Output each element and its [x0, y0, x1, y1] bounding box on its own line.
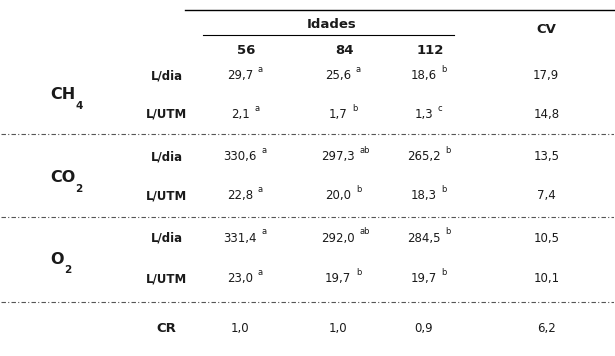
- Text: 284,5: 284,5: [407, 231, 440, 245]
- Text: 10,5: 10,5: [533, 231, 559, 245]
- Text: 19,7: 19,7: [411, 272, 437, 285]
- Text: a: a: [261, 227, 267, 236]
- Text: 6,2: 6,2: [537, 321, 555, 335]
- Text: 0,9: 0,9: [415, 321, 433, 335]
- Text: 2: 2: [65, 265, 72, 275]
- Text: 18,3: 18,3: [411, 189, 437, 202]
- Text: CV: CV: [536, 23, 556, 36]
- Text: 1,0: 1,0: [231, 321, 250, 335]
- Text: a: a: [261, 146, 267, 155]
- Text: b: b: [445, 146, 451, 155]
- Text: 1,0: 1,0: [329, 321, 347, 335]
- Text: a: a: [356, 65, 361, 74]
- Text: 22,8: 22,8: [227, 189, 253, 202]
- Text: CH: CH: [50, 88, 76, 103]
- Text: 7,4: 7,4: [537, 189, 555, 202]
- Text: 331,4: 331,4: [223, 231, 257, 245]
- Text: L/dia: L/dia: [151, 231, 183, 245]
- Text: b: b: [352, 104, 357, 112]
- Text: b: b: [356, 185, 361, 194]
- Text: 20,0: 20,0: [325, 189, 351, 202]
- Text: 25,6: 25,6: [325, 69, 351, 82]
- Text: 56: 56: [237, 44, 255, 57]
- Text: b: b: [356, 268, 361, 277]
- Text: 265,2: 265,2: [407, 150, 440, 163]
- Text: 84: 84: [335, 44, 354, 57]
- Text: 10,1: 10,1: [533, 272, 559, 285]
- Text: 14,8: 14,8: [533, 108, 559, 121]
- Text: 112: 112: [416, 44, 443, 57]
- Text: b: b: [445, 227, 451, 236]
- Text: 17,9: 17,9: [533, 69, 560, 82]
- Text: 23,0: 23,0: [227, 272, 253, 285]
- Text: 297,3: 297,3: [321, 150, 355, 163]
- Text: 2,1: 2,1: [231, 108, 250, 121]
- Text: L/UTM: L/UTM: [146, 108, 188, 121]
- Text: L/dia: L/dia: [151, 150, 183, 163]
- Text: b: b: [442, 268, 447, 277]
- Text: a: a: [258, 268, 263, 277]
- Text: a: a: [254, 104, 260, 112]
- Text: a: a: [258, 65, 263, 74]
- Text: 4: 4: [76, 101, 83, 111]
- Text: Idades: Idades: [307, 18, 357, 31]
- Text: 13,5: 13,5: [533, 150, 559, 163]
- Text: 29,7: 29,7: [227, 69, 253, 82]
- Text: O: O: [50, 252, 64, 267]
- Text: a: a: [258, 185, 263, 194]
- Text: L/UTM: L/UTM: [146, 272, 188, 285]
- Text: 330,6: 330,6: [223, 150, 257, 163]
- Text: c: c: [438, 104, 443, 112]
- Text: ab: ab: [360, 146, 370, 155]
- Text: 1,7: 1,7: [329, 108, 347, 121]
- Text: 1,3: 1,3: [415, 108, 433, 121]
- Text: 19,7: 19,7: [325, 272, 351, 285]
- Text: b: b: [442, 185, 447, 194]
- Text: CR: CR: [157, 321, 177, 335]
- Text: ab: ab: [360, 227, 370, 236]
- Text: 292,0: 292,0: [321, 231, 355, 245]
- Text: 18,6: 18,6: [411, 69, 437, 82]
- Text: L/dia: L/dia: [151, 69, 183, 82]
- Text: 2: 2: [76, 184, 83, 194]
- Text: L/UTM: L/UTM: [146, 189, 188, 202]
- Text: b: b: [442, 65, 447, 74]
- Text: CO: CO: [50, 171, 76, 185]
